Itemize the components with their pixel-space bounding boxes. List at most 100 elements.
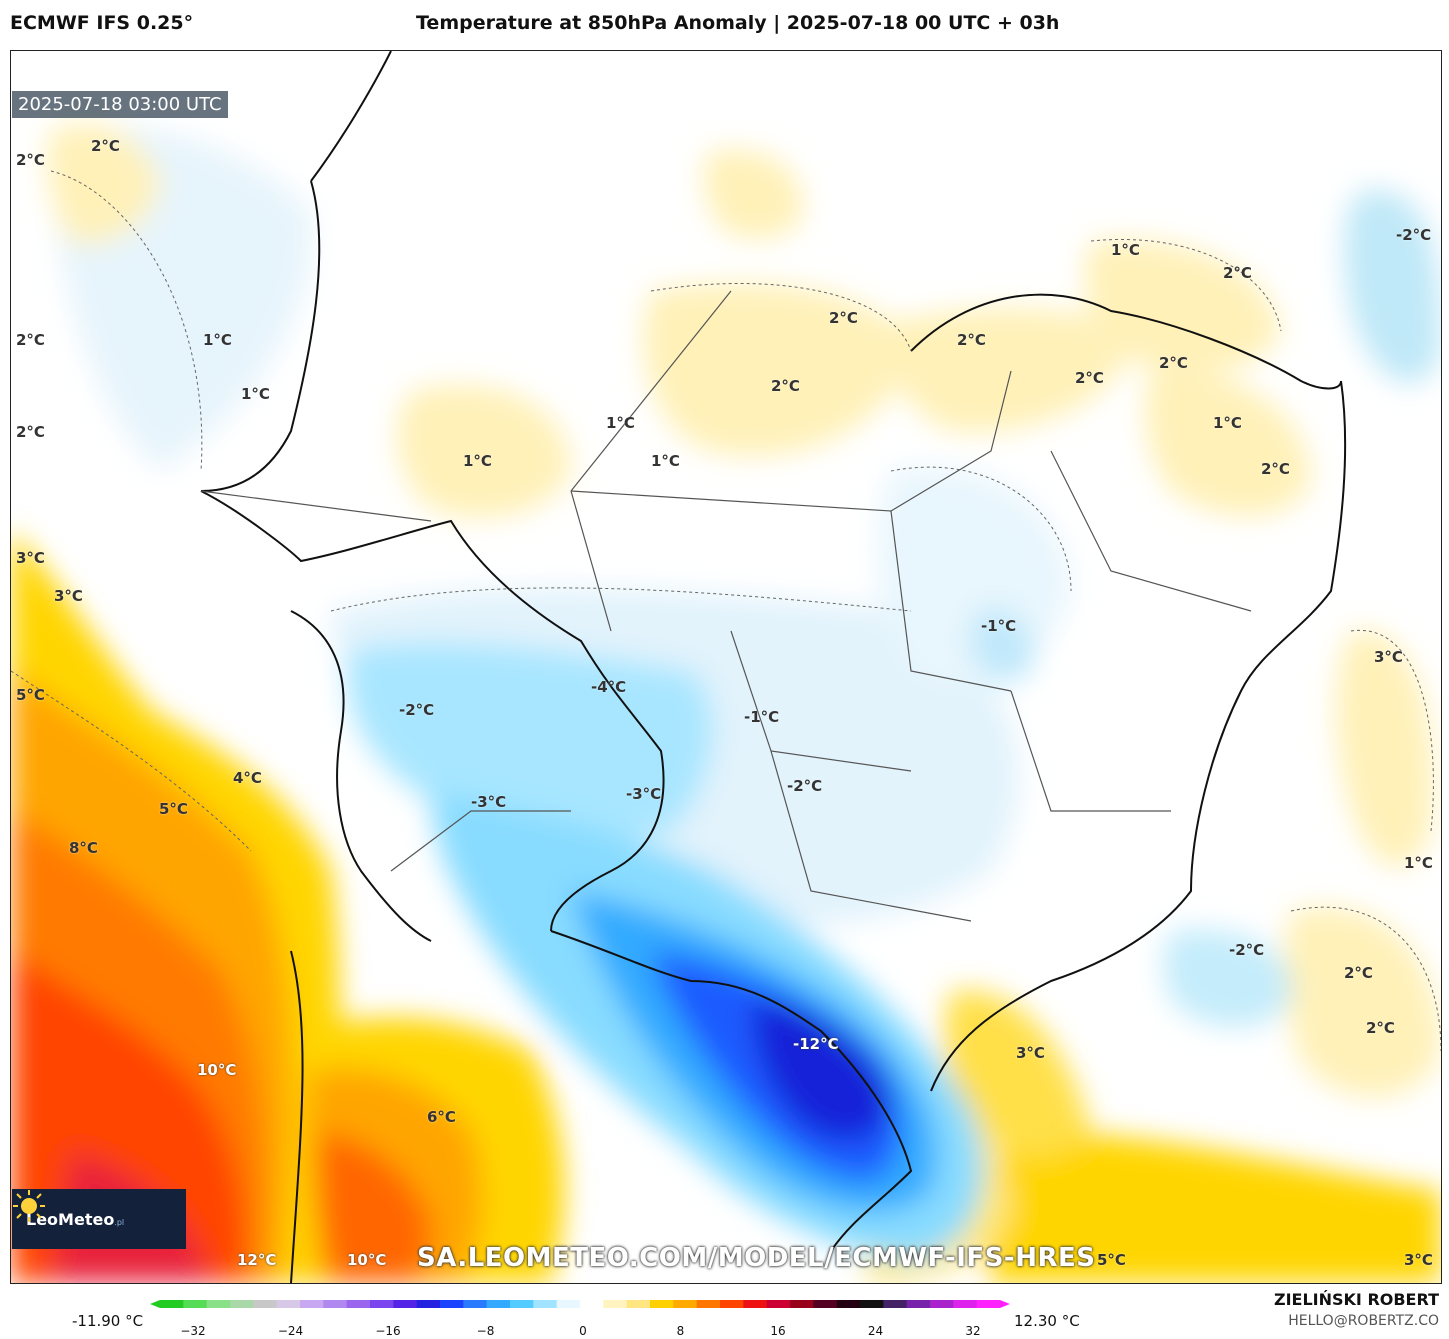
colorbar-tick-label: −32 [180,1324,206,1338]
colorbar-segment [486,1300,511,1308]
colorbar-segment [720,1300,744,1308]
valid-time-badge: 2025-07-18 03:00 UTC [12,91,228,118]
colorbar-segment [416,1300,441,1308]
colorbar-segment [440,1300,464,1308]
contour-label: 4°C [233,769,262,787]
contour-label: -3°C [471,793,507,811]
colorbar-segment [463,1300,488,1308]
colorbar-segment [370,1300,394,1308]
contour-label: 10°C [197,1061,237,1079]
colorbar-segment [813,1300,838,1308]
contour-label: 2°C [771,377,800,395]
contour-label: 5°C [1097,1251,1126,1269]
colorbar-segment [253,1300,278,1308]
colorbar-segment [836,1300,861,1308]
colorbar-segment [393,1300,418,1308]
colorbar-segment [533,1300,558,1308]
colorbar-segment [743,1300,768,1308]
map-area: 2025-07-18 03:00 UTC 2°C 2°C 2°C 2°C 1°C 1°C 1… [10,50,1442,1284]
contour-label: 5°C [159,800,188,818]
colorbar-tick-label: 24 [867,1324,884,1338]
colorbar-segment [323,1300,348,1308]
colorbar-segment [930,1300,954,1308]
contour-label: 3°C [1374,648,1403,666]
colorbar-tick-label: −16 [375,1324,401,1338]
colorbar: -11.90 °C −32 −24 −16 −8 0 8 16 24 32 12.30 °C [0,1284,1449,1339]
colorbar-tick-label: 32 [965,1324,981,1338]
contour-label: 6°C [427,1108,456,1126]
colorbar-segment [626,1300,651,1308]
contour-label: 1°C [1111,241,1140,259]
contour-label: 3°C [16,549,45,567]
colorbar-segment [603,1300,628,1308]
contour-label: -4°C [591,678,627,696]
colorbar-max-label: 12.30 °C [1014,1312,1080,1330]
colorbar-segment [206,1300,231,1308]
contour-label: -1°C [744,708,780,726]
colorbar-segment [953,1300,978,1308]
contour-label: 2°C [829,309,858,327]
contour-label: -2°C [1229,941,1265,959]
contour-label: 10°C [347,1251,387,1269]
contour-label: 2°C [1261,460,1290,478]
contour-label: 1°C [606,414,635,432]
colorbar-min-label: -11.90 °C [72,1312,144,1330]
colorbar-segment [556,1300,581,1308]
contour-label: 2°C [16,151,45,169]
colorbar-segment [183,1300,208,1308]
logo-text: LeoMeteo [26,1209,115,1229]
colorbar-segment [976,1300,1001,1308]
contour-label: 2°C [1366,1019,1395,1037]
colorbar-segment [860,1300,884,1308]
colorbar-segment [883,1300,908,1308]
colorbar-tick-label: −24 [277,1324,304,1338]
contour-label: -2°C [787,777,823,795]
contour-label: 2°C [1344,964,1373,982]
contour-label: -1°C [981,617,1017,635]
contour-label: 12°C [237,1251,277,1269]
contour-label: 2°C [16,423,45,441]
colorbar-tick-label: 0 [579,1324,587,1338]
colorbar-segment [230,1300,254,1308]
contour-label: -2°C [1396,226,1432,244]
contour-label: 1°C [1213,414,1242,432]
contour-label: 1°C [241,385,270,403]
colorbar-segment [346,1300,371,1308]
colorbar-gradient [150,1300,1010,1308]
contour-label: 1°C [203,331,232,349]
contour-label: -2°C [399,701,435,719]
contour-label: 3°C [1016,1044,1045,1062]
colorbar-segment [906,1300,931,1308]
contour-label: 1°C [651,452,680,470]
contour-label: 2°C [16,331,45,349]
contour-label: 2°C [1223,264,1252,282]
colorbar-segment [673,1300,698,1308]
colorbar-segment [276,1300,301,1308]
colorbar-segment [696,1300,721,1308]
colorbar-segment [790,1300,814,1308]
colorbar-segment [580,1300,604,1308]
chart-title: Temperature at 850hPa Anomaly | 2025-07-… [416,12,1060,34]
contour-label: 3°C [1404,1251,1433,1269]
colorbar-tick-label: 8 [676,1324,685,1338]
leometeo-logo: LeoMeteo.pl [12,1189,186,1249]
contour-label: 2°C [91,137,120,155]
contour-label: 1°C [463,452,492,470]
colorbar-tick-label: −8 [476,1324,495,1338]
contour-label: 2°C [1075,369,1104,387]
contour-label: 2°C [957,331,986,349]
colorbar-segment [766,1300,791,1308]
contour-label: 8°C [69,839,98,857]
colorbar-segment [160,1300,184,1308]
contour-label: 1°C [1404,854,1433,872]
anomaly-field [11,51,1441,1283]
author-email: HELLO@ROBERTZ.CO [1288,1313,1439,1329]
colorbar-min-arrow [150,1300,160,1308]
contour-label: 5°C [16,686,45,704]
contour-label: -3°C [626,785,662,803]
colorbar-segment [650,1300,674,1308]
logo-suffix: .pl [114,1217,125,1227]
author-name: ZIELIŃSKI ROBERT [1273,1290,1439,1309]
contour-label: 3°C [54,587,83,605]
site-watermark: SA.LEOMETEO.COM/MODEL/ECMWF-IFS-HRES [417,1243,1096,1273]
